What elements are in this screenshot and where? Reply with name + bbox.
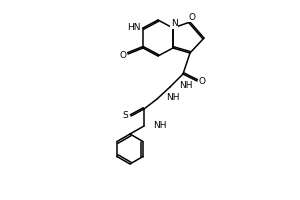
Text: NH: NH	[166, 94, 179, 102]
Text: NH: NH	[153, 120, 166, 130]
Text: HN: HN	[127, 23, 141, 32]
Text: O: O	[199, 76, 206, 86]
Text: S: S	[122, 112, 128, 120]
Text: NH: NH	[179, 82, 193, 90]
Text: N: N	[171, 20, 177, 28]
Text: O: O	[119, 50, 127, 60]
Text: O: O	[188, 12, 196, 21]
